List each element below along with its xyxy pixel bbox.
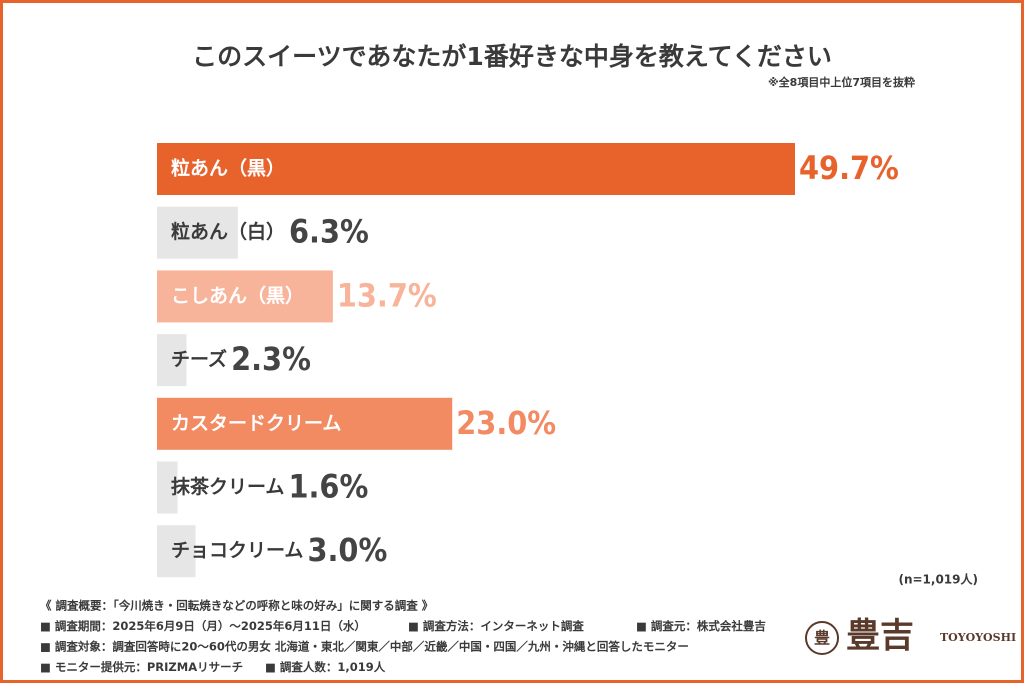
logo-circle (805, 621, 839, 655)
bar (157, 334, 187, 387)
bar-label: 粒あん（黒） (171, 157, 285, 180)
logo-mark: 豊 (814, 629, 830, 648)
bar-label: 抹茶クリーム (171, 475, 284, 498)
value-label: 49.7% (799, 149, 899, 187)
value-label: 23.0% (456, 404, 556, 442)
logo-name: 豊吉 (846, 616, 914, 656)
bar-label: 粒あん（白） (171, 220, 285, 243)
bar (157, 525, 196, 578)
value-label: 13.7% (337, 276, 437, 314)
value-label: 6.3% (289, 213, 369, 251)
footer-text: ■ 調査期間：2025年6月9日（月）〜2025年6月11日（水） (40, 619, 366, 633)
chart-subtitle: ※全8項目中上位7項目を抜粋 (768, 75, 915, 89)
logo-roman: TOYOYOSHI (940, 631, 1016, 644)
bar (157, 143, 795, 195)
bar (157, 461, 178, 514)
bar-label: カスタードクリーム (171, 412, 341, 434)
bar (157, 270, 333, 323)
value-label: 3.0% (307, 531, 387, 569)
footer-text: ■ 調査方法：インターネット調査 (408, 619, 584, 633)
bar-label: こしあん（黒） (171, 284, 304, 307)
value-label: 1.6% (288, 468, 368, 506)
bar (157, 206, 238, 259)
value-label: 2.3% (231, 340, 311, 378)
footer-text: ■ 調査対象：調査回答時に20〜60代の男女 北海道・東北／関東／中部／近畿／中… (40, 640, 689, 654)
footer-text: ■ 調査人数：1,019人 (265, 660, 386, 674)
chart-title: このスイーツであなたが1番好きな中身を教えてください (192, 42, 832, 71)
bar-label: チーズ (171, 348, 227, 371)
bar-label: チョコクリーム (171, 540, 303, 562)
bar (157, 397, 453, 450)
footer-text: ■ モニター提供元：PRIZMAリサーチ (40, 660, 243, 674)
sample-note: (n=1,019人) (898, 572, 978, 587)
footer-text: ■ 調査元：株式会社豊吉 (636, 619, 766, 633)
footer-text: 《 調査概要：「今川焼き・回転焼きなどの呼称と味の好み」に関する調査 》 (40, 599, 433, 613)
logo: 豊 豊吉 TOYOYOSHI (805, 616, 1016, 656)
